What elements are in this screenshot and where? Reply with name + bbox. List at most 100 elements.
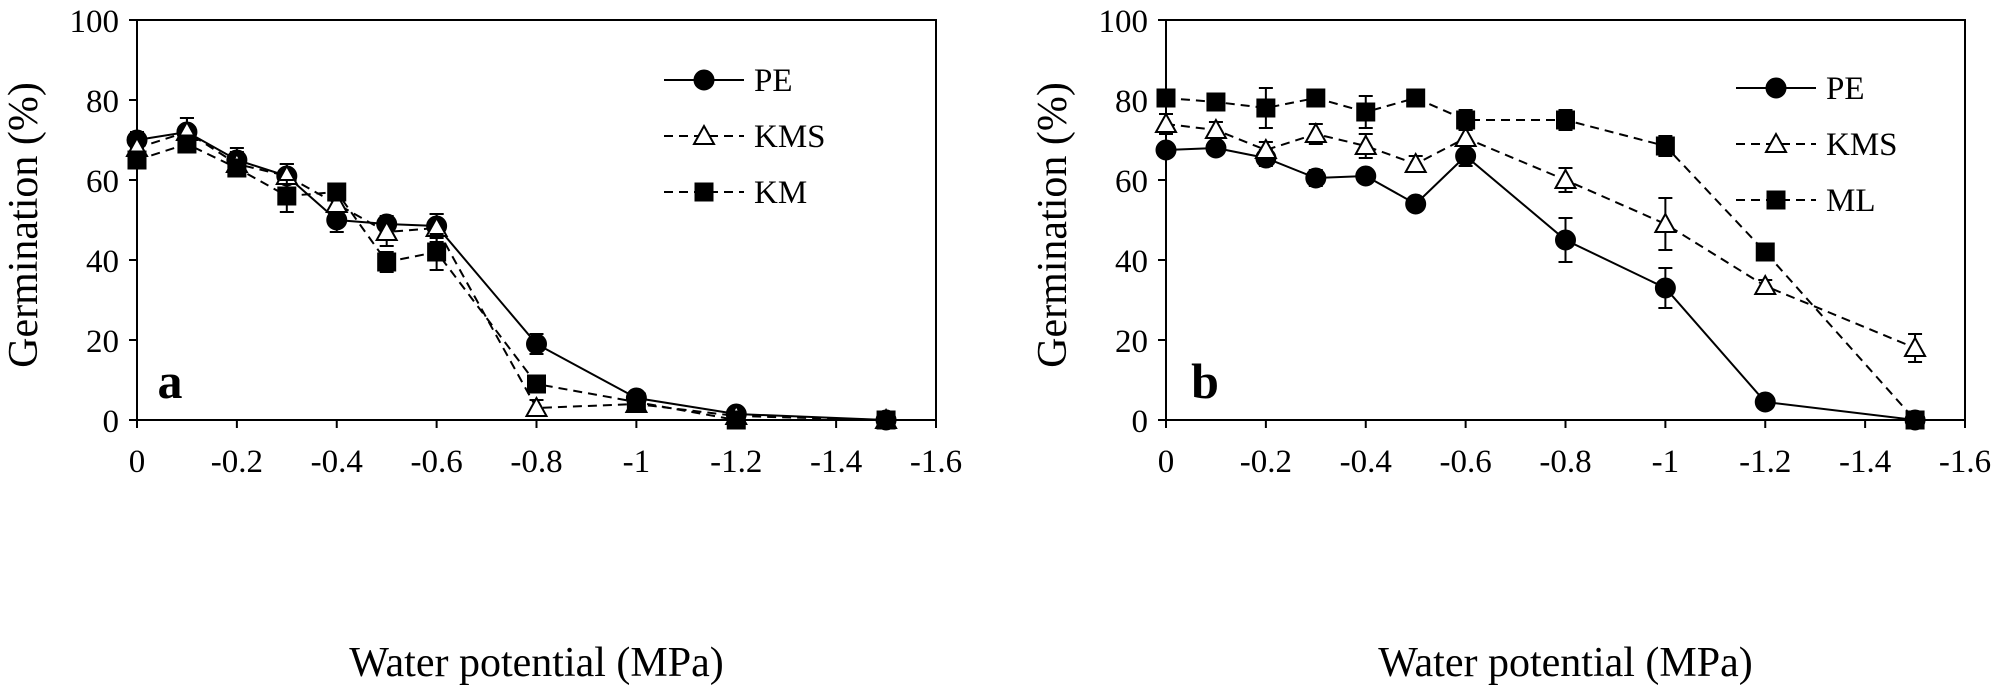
data-point [1206,92,1226,112]
data-point [177,134,197,154]
x-tick-label: -0.8 [510,444,562,480]
legend-entry-km: KM [664,175,807,211]
x-tick-label: -1 [1652,444,1680,480]
legend-entry-kms: KMS [664,119,826,155]
x-tick-label: -0.4 [1340,444,1392,480]
legend-label: PE [754,63,793,99]
data-point [1905,410,1925,430]
legend-entry-ml: ML [1736,183,1876,219]
series-kms [1154,111,1927,363]
data-point [726,410,746,430]
data-point [277,186,297,206]
x-tick-label: -1.6 [1939,444,1991,480]
y-tick-label: 20 [1115,324,1148,360]
y-tick-label: 40 [86,244,119,280]
series-km [127,134,896,430]
data-point [427,242,447,262]
data-point [1553,167,1578,189]
x-tick-label: -0.2 [1240,444,1292,480]
legend-marker [692,123,716,145]
y-tick-label: 80 [1115,84,1148,120]
data-point [1754,391,1776,413]
data-point [1254,137,1278,159]
data-point [1556,110,1575,130]
data-point [325,191,349,213]
panel-label: a [158,353,183,409]
data-point [127,150,147,170]
y-tick-label: 20 [86,324,119,360]
legend-label: KMS [754,119,826,155]
x-tick-label: -0.6 [411,444,463,480]
data-point [1453,125,1478,147]
x-axis-title: Water potential (MPa) [1378,640,1753,686]
y-tick-label: 80 [86,84,119,120]
y-tick-label: 60 [86,164,119,200]
x-tick-label: -0.8 [1539,444,1591,480]
chart-panel-b: 0 -0.2 -0.4 -0.6 -0.8 -1 -1.2 -1.4 -1.6 0 20 40 60 80… [1030,4,1991,686]
data-point [876,410,896,430]
y-tick-label: 100 [1099,4,1149,40]
legend-entry-pe: PE [1736,71,1865,107]
data-point [1205,137,1227,159]
data-point [1306,88,1326,108]
data-point [1354,133,1378,155]
y-tick-label: 40 [1115,244,1148,280]
data-point [1155,139,1177,161]
data-point [1305,167,1327,189]
legend-marker [1764,131,1788,153]
legend-entry-kms: KMS [1736,127,1898,163]
x-tick-label: -0.6 [1440,444,1492,480]
data-point [377,252,397,272]
x-tick-label: -1.2 [1739,444,1791,480]
legend-entry-pe: PE [664,63,793,99]
data-point [1753,273,1777,295]
data-point [1406,88,1426,108]
data-point [1654,277,1676,299]
series-pe [1155,137,1926,431]
data-point [1356,102,1376,122]
data-point [1304,121,1328,143]
series-line [1165,123,1916,349]
panel-label: b [1191,353,1219,409]
data-point [1403,151,1428,173]
y-axis-title: Germination (%) [1,82,47,368]
legend-label: KM [754,175,807,211]
data-point [227,158,247,178]
legend-marker [694,182,714,202]
data-point [374,219,399,241]
data-point [524,395,549,417]
x-tick-label: -0.4 [311,444,363,480]
data-point [527,374,546,394]
x-tick-label: -0.2 [211,444,263,480]
chart-panel-a: 0 -0.2 -0.4 -0.6 -0.8 -1 -1.2 -1.4 -1.6 0 20 40 60 80… [1,4,962,686]
data-point [1555,229,1576,251]
data-point [1455,145,1477,167]
data-point [1204,117,1228,139]
data-point [1653,211,1678,233]
data-point [1355,165,1377,187]
x-tick-label: 0 [1158,444,1175,480]
data-point [1456,110,1476,130]
data-point [626,392,646,412]
y-tick-label: 0 [1132,404,1149,440]
legend-marker [693,69,715,91]
data-point [1154,111,1178,133]
legend-label: KMS [1826,127,1898,163]
x-tick-label: -1.6 [910,444,962,480]
y-axis-title: Germination (%) [1030,82,1076,368]
data-point [526,333,547,355]
data-point [1655,136,1675,156]
series-ml [1156,87,1925,430]
x-tick-label: -1.4 [810,444,862,480]
data-point [1405,193,1427,215]
x-tick-label: -1 [623,444,651,480]
x-axis-title: Water potential (MPa) [349,640,724,686]
x-tick-label: 0 [129,444,146,480]
x-tick-label: -1.4 [1839,444,1891,480]
plot-frame [136,19,937,421]
data-point [1256,98,1276,118]
legend-marker [1766,190,1786,210]
data-point [1755,242,1775,262]
